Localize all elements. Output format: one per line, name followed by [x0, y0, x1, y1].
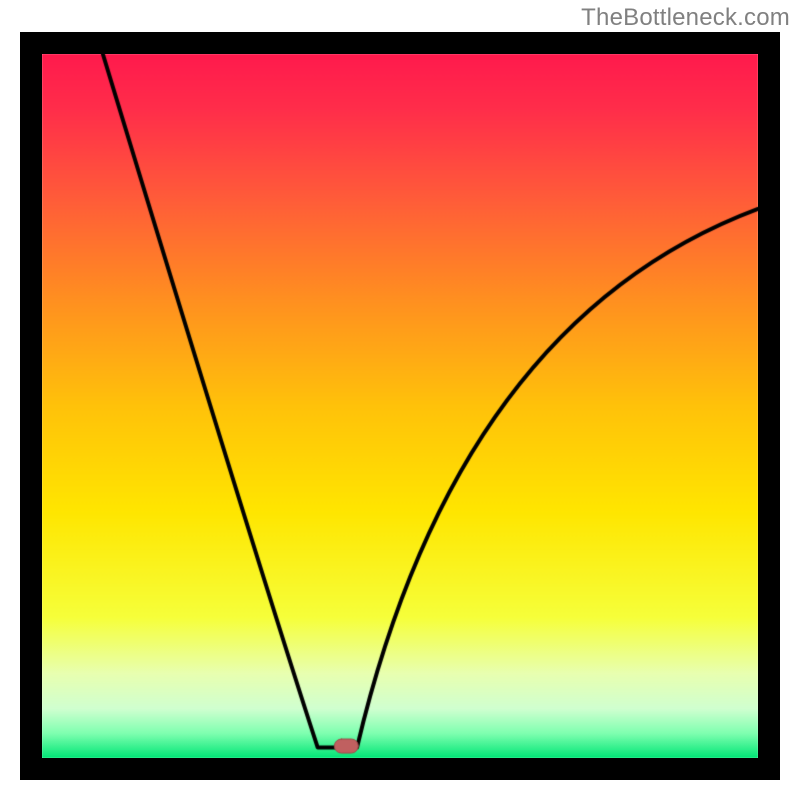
bottleneck-curve — [0, 0, 800, 800]
chart-stage: TheBottleneck.com — [0, 0, 800, 800]
